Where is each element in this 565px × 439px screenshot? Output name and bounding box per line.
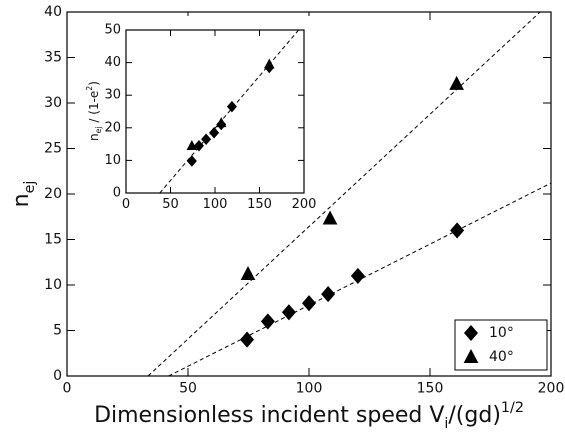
y-axis-label: nej / (1-e2) <box>85 81 103 141</box>
marker <box>322 210 338 225</box>
x-tick-label: 100 <box>296 381 323 397</box>
marker <box>193 139 204 152</box>
y-tick-label: 30 <box>104 88 121 103</box>
x-tick-label: 50 <box>162 197 179 212</box>
marker <box>260 313 275 330</box>
x-tick-label: 200 <box>292 197 317 212</box>
marker <box>215 117 227 128</box>
marker <box>350 267 365 284</box>
marker <box>226 100 237 113</box>
x-tick-label: 0 <box>122 197 130 212</box>
y-tick-label: 50 <box>104 23 121 38</box>
x-tick-label: 50 <box>179 381 197 397</box>
y-axis-label: nej <box>9 181 38 208</box>
marker <box>321 286 336 303</box>
marker <box>264 58 275 69</box>
x-axis-label: Dimensionless incident speed Vi/(gd)1/2 <box>94 400 524 432</box>
legend-label: 10° <box>489 325 514 341</box>
x-axis-label-part: i <box>444 416 448 432</box>
y-axis-label-part: n <box>87 133 101 141</box>
marker <box>450 222 465 239</box>
x-axis-label-part: Dimensionless incident speed V <box>94 403 444 428</box>
x-tick-label: 100 <box>203 197 228 212</box>
marker <box>281 304 296 321</box>
x-tick-label: 0 <box>63 381 72 397</box>
x-axis-label-part: 1/2 <box>501 400 524 416</box>
legend-marker <box>463 348 479 363</box>
legend-marker <box>464 324 478 342</box>
y-tick-label: 40 <box>104 55 121 70</box>
y-tick-label: 20 <box>104 120 121 135</box>
y-tick-label: 10 <box>104 153 121 168</box>
y-axis-label-part: ej <box>94 126 103 133</box>
x-tick-label: 150 <box>417 381 444 397</box>
y-axis-label-part: 2 <box>85 86 94 91</box>
fit-line <box>147 11 541 377</box>
x-tick-label: 150 <box>247 197 272 212</box>
marker <box>240 331 255 348</box>
y-tick-label: 20 <box>44 186 62 202</box>
y-tick-label: 25 <box>44 141 62 157</box>
y-tick-label: 40 <box>44 4 62 20</box>
y-axis-label-part: ej <box>22 181 38 194</box>
y-tick-label: 0 <box>53 368 62 384</box>
y-axis-label-part: / (1-e <box>87 91 101 127</box>
y-tick-label: 15 <box>44 232 62 248</box>
x-tick-label: 200 <box>538 381 565 397</box>
marker <box>449 75 464 90</box>
y-tick-label: 35 <box>44 50 62 66</box>
y-axis-label-part: ) <box>87 81 101 86</box>
inset-background <box>81 16 317 217</box>
marker <box>186 139 198 150</box>
marker <box>240 266 256 281</box>
fit-line <box>168 182 552 377</box>
y-tick-label: 5 <box>53 323 62 339</box>
y-tick-label: 10 <box>44 277 62 293</box>
marker <box>209 126 220 139</box>
y-axis-label-part: n <box>9 193 34 207</box>
legend-label: 40° <box>489 349 514 365</box>
fit-line <box>159 29 300 194</box>
y-tick-label: 0 <box>113 186 121 201</box>
marker <box>302 295 316 312</box>
x-axis-label-part: /(gd) <box>448 403 501 428</box>
y-tick-label: 30 <box>44 95 62 111</box>
